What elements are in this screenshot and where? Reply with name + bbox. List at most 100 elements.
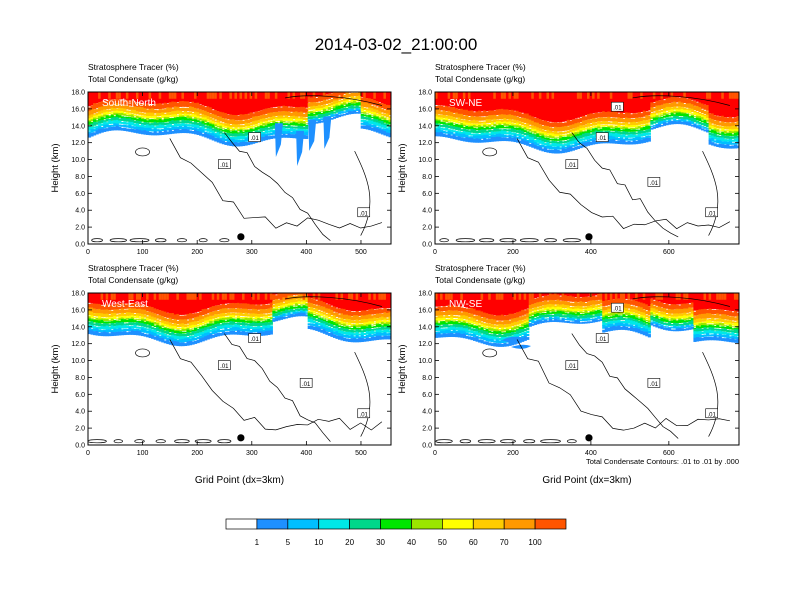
tracer-band [579, 128, 583, 132]
tracer-band [683, 107, 687, 111]
tracer-band [171, 331, 175, 336]
tracer-band [224, 317, 228, 320]
tracer-band [264, 330, 268, 336]
tracer-band [490, 137, 494, 142]
tracer-band [660, 124, 664, 127]
tracer-band [348, 102, 352, 107]
tracer-band [380, 119, 385, 122]
tracer-band [508, 324, 512, 327]
tracer-band [368, 321, 372, 325]
tracer-band [194, 121, 198, 125]
tracer-band [581, 318, 586, 322]
tracer-band [110, 114, 114, 118]
tracer-band [183, 120, 188, 124]
tracer-band [186, 120, 190, 124]
tracer-band [242, 114, 246, 120]
tracer-band [528, 132, 532, 135]
tracer-band [473, 337, 477, 341]
tracer-band [599, 125, 603, 127]
tracer-band [284, 306, 289, 308]
tracer-band [206, 132, 210, 135]
tracer-streak [660, 92, 664, 99]
tracer-band [581, 131, 586, 133]
tracer-band [503, 126, 507, 129]
tracer-band [272, 304, 276, 308]
tracer-band [445, 111, 449, 116]
tracer-band [445, 92, 449, 107]
tracer-band [133, 120, 137, 124]
tracer-band [485, 326, 489, 328]
tracer-band [264, 327, 268, 332]
tracer-band [569, 308, 573, 311]
tracer-band [327, 107, 331, 110]
tracer-band [201, 121, 205, 124]
tracer-streak [462, 92, 466, 99]
tracer-band [181, 119, 185, 124]
tracer-band [229, 318, 233, 322]
tracer-band [125, 312, 129, 316]
tracer-band [322, 315, 326, 317]
tracer-intrusion [274, 123, 283, 158]
contour-loop [176, 238, 187, 243]
tracer-band [625, 124, 629, 128]
tracer-band [189, 127, 193, 130]
tracer-band [327, 323, 331, 327]
tracer-band [388, 117, 391, 121]
tracer-band [249, 316, 253, 319]
tracer-band [460, 321, 464, 323]
tracer-band [478, 130, 482, 134]
tracer-streak [373, 293, 377, 300]
tracer-band [216, 319, 220, 322]
tracer-band [380, 332, 385, 336]
tracer-band [713, 140, 717, 143]
tracer-band [388, 116, 391, 119]
tracer-band [148, 123, 152, 126]
tracer-band [269, 317, 273, 320]
tracer-band [363, 338, 367, 342]
tracer-band [100, 119, 104, 123]
tracer-band [143, 305, 147, 311]
tracer-band [528, 125, 532, 128]
tracer-band [161, 320, 165, 324]
tracer-intrusion [296, 130, 305, 167]
tracer-band [141, 309, 145, 315]
tracer-band [153, 332, 157, 336]
tracer-band [219, 92, 223, 113]
tracer-band [264, 114, 268, 119]
tracer-band [201, 123, 205, 127]
tracer-band [647, 128, 651, 132]
tracer-band [370, 108, 374, 112]
tracer-band [118, 314, 122, 317]
tracer-band [178, 117, 183, 121]
tracer-band [493, 114, 497, 120]
tracer-band [531, 312, 535, 316]
tracer-band [350, 316, 354, 321]
tracer-band [110, 322, 114, 327]
tracer-band [576, 92, 580, 118]
tracer-band [239, 125, 243, 128]
tracer-band [110, 318, 114, 321]
tracer-band [176, 293, 180, 315]
tracer-band [277, 92, 281, 107]
tracer-band [287, 123, 291, 126]
tracer-band [373, 124, 377, 128]
tracer-band [460, 131, 464, 135]
tracer-band [219, 325, 223, 330]
tracer-band [564, 146, 568, 149]
tracer-band [156, 125, 160, 129]
tracer-band [348, 110, 352, 115]
tracer-band [668, 110, 672, 113]
tracer-band [511, 128, 515, 132]
x-tick-label: 0 [433, 249, 437, 256]
tracer-band [388, 105, 391, 112]
tracer-streak [302, 92, 306, 99]
tracer-band [332, 319, 337, 322]
tracer-band [533, 131, 537, 134]
tracer-band [546, 311, 550, 315]
tracer-band [264, 319, 268, 321]
tracer-band [711, 119, 715, 124]
tracer-band [108, 104, 112, 109]
tracer-band [236, 124, 241, 128]
tracer-band [335, 106, 339, 110]
tracer-band [614, 137, 618, 140]
